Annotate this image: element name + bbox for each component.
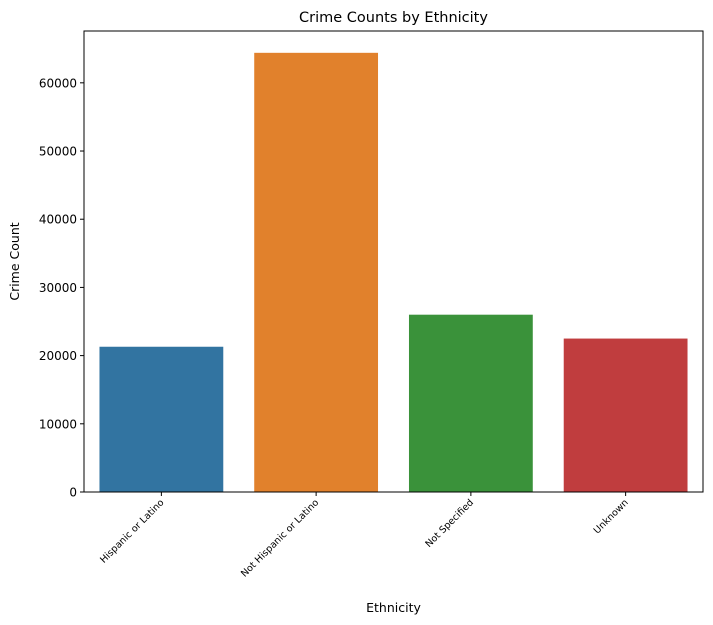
- chart-title: Crime Counts by Ethnicity: [299, 10, 488, 26]
- bar: [254, 52, 379, 493]
- y-tick-label: 20000: [39, 349, 77, 363]
- x-tick-label: Unknown: [592, 497, 631, 536]
- x-tick-label: Hispanic or Latino: [98, 497, 166, 565]
- plot-frame: [83, 30, 704, 493]
- y-axis-label: Crime Count: [7, 222, 22, 300]
- y-tick-label: 10000: [39, 417, 77, 431]
- x-tick-label: Not Specified: [423, 497, 476, 550]
- y-tick-label: 40000: [39, 213, 77, 227]
- bar: [99, 346, 224, 492]
- y-tick-label: 30000: [39, 281, 77, 295]
- y-tick-label: 60000: [39, 76, 77, 90]
- bar: [408, 314, 533, 492]
- bar: [563, 338, 688, 492]
- y-tick-label: 50000: [39, 145, 77, 159]
- y-tick-label: 0: [69, 486, 77, 500]
- x-axis-label: Ethnicity: [366, 600, 421, 615]
- x-tick-label: Not Hispanic or Latino: [239, 497, 321, 579]
